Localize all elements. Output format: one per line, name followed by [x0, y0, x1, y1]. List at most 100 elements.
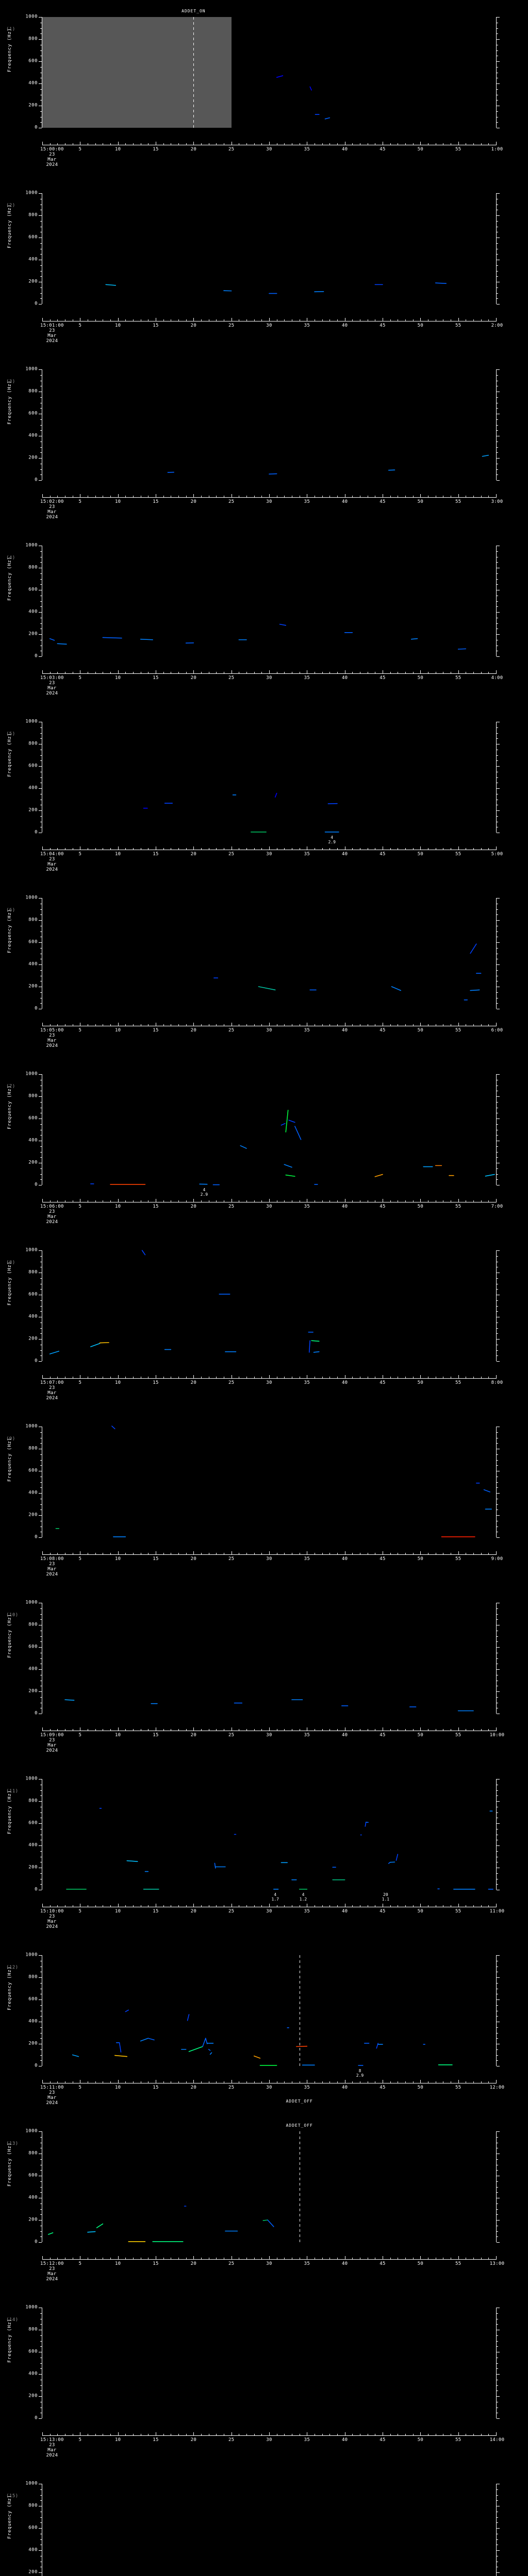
y-tick-label: 800	[28, 1446, 38, 1451]
y-tick	[40, 2231, 42, 2232]
x-tick-label: 40	[341, 1028, 348, 1033]
plot-area[interactable]	[42, 2484, 496, 2576]
plot-area[interactable]	[42, 898, 496, 1009]
plot-area[interactable]	[42, 1250, 496, 1361]
plot-area[interactable]	[42, 193, 496, 304]
y-tick	[40, 727, 42, 728]
x-start-year: 2024	[46, 1219, 58, 1225]
y-tick-right	[497, 1096, 500, 1097]
x-tick-label: 15	[153, 1204, 159, 1209]
x-tick-label: 20	[190, 1909, 197, 1914]
x-tick	[352, 848, 353, 850]
y-tick-label: 0	[35, 1887, 38, 1892]
plot-area[interactable]	[42, 2131, 496, 2242]
x-start-year: 2024	[46, 1043, 58, 1048]
y-tick-right	[497, 2335, 498, 2336]
y-tick	[40, 2522, 42, 2523]
plot-area[interactable]	[42, 1955, 496, 2066]
y-tick-right	[497, 2192, 498, 2193]
x-tick	[473, 319, 474, 321]
x-start-month: Mar	[47, 2095, 57, 2100]
x-tick	[322, 319, 323, 321]
track-segment	[470, 943, 477, 954]
x-tick	[57, 2434, 58, 2435]
y-tick	[40, 573, 42, 574]
x-tick	[269, 1023, 270, 1026]
x-tick	[216, 1377, 217, 1378]
x-tick	[57, 1729, 58, 1731]
x-tick-label: 20	[190, 1733, 197, 1738]
x-tick	[193, 2256, 194, 2259]
x-tick	[193, 2080, 194, 2083]
y-tick-right	[497, 2396, 500, 2397]
y-tick	[39, 1074, 42, 1075]
y-tick-label: 400	[28, 2019, 38, 2024]
x-tick	[50, 1553, 51, 1554]
x-tick	[57, 848, 58, 850]
x-tick	[118, 846, 119, 850]
x-tick	[110, 2258, 111, 2259]
x-tick	[95, 1200, 96, 1202]
plot-area[interactable]	[42, 1426, 496, 1537]
y-tick	[39, 480, 42, 481]
x-tick	[496, 846, 497, 850]
spectrogram-panel: 0 200 400 600 800 1000 Frequency (Hz) (2) 5 10 15 2…	[0, 176, 528, 352]
x-tick	[216, 143, 217, 145]
x-tick	[352, 672, 353, 673]
x-tick	[254, 496, 255, 497]
plot-area[interactable]	[42, 1779, 496, 1890]
x-axis-start-label: 15:09:00 23 Mar 2024	[40, 1733, 64, 1753]
plot-area[interactable]	[42, 369, 496, 480]
y-tick	[40, 397, 42, 398]
detection-annotation: 20 1.1	[382, 1892, 389, 1902]
y-tick-right	[497, 2385, 498, 2386]
x-tick-label: 5	[78, 2261, 82, 2266]
x-tick	[125, 1905, 126, 1907]
plot-area[interactable]	[42, 722, 496, 833]
x-tick	[329, 319, 331, 321]
y-tick	[40, 1454, 42, 1455]
x-tick	[390, 2434, 391, 2435]
y-tick	[40, 816, 42, 817]
x-tick	[125, 672, 126, 673]
y-tick-right	[497, 766, 500, 767]
plot-area[interactable]	[42, 546, 496, 656]
x-tick	[163, 496, 164, 497]
y-tick-label: 200	[28, 1336, 38, 1342]
plot-area[interactable]	[42, 2308, 496, 2418]
x-tick	[254, 2258, 255, 2259]
x-start-time: 15:10:00	[40, 1909, 64, 1914]
x-tick	[110, 2081, 111, 2083]
y-tick-right	[497, 2137, 498, 2138]
plot-area[interactable]	[42, 1074, 496, 1185]
x-tick	[337, 1200, 338, 1202]
y-tick	[40, 909, 42, 910]
x-start-year: 2024	[46, 691, 58, 696]
x-tick	[337, 1377, 338, 1378]
y-tick-right	[497, 1636, 498, 1637]
x-start-year: 2024	[46, 1748, 58, 1753]
x-tick	[193, 846, 194, 850]
x-tick	[50, 1200, 51, 1202]
x-start-month: Mar	[47, 1391, 57, 1396]
y-tick-right	[497, 265, 498, 266]
x-tick	[118, 1551, 119, 1554]
y-tick	[39, 1999, 42, 2000]
y-tick-label: 400	[28, 961, 38, 967]
y-tick-label: 0	[35, 1358, 38, 1364]
x-start-day: 23	[49, 1914, 55, 1919]
y-tick-right	[497, 1339, 500, 1340]
plot-area[interactable]	[42, 17, 496, 128]
y-axis-title: Frequency (Hz)	[7, 733, 12, 777]
x-axis-end-label: 9:00	[491, 1556, 503, 1562]
x-tick	[133, 319, 134, 321]
x-tick	[42, 1199, 43, 1202]
x-tick	[178, 1553, 179, 1554]
x-tick	[496, 142, 497, 145]
x-tick-label: 15	[153, 675, 159, 681]
y-tick-right	[497, 2027, 498, 2028]
plot-area[interactable]	[42, 1603, 496, 1714]
y-tick	[40, 733, 42, 734]
x-tick	[110, 848, 111, 850]
x-axis-end-label: 5:00	[491, 852, 503, 857]
